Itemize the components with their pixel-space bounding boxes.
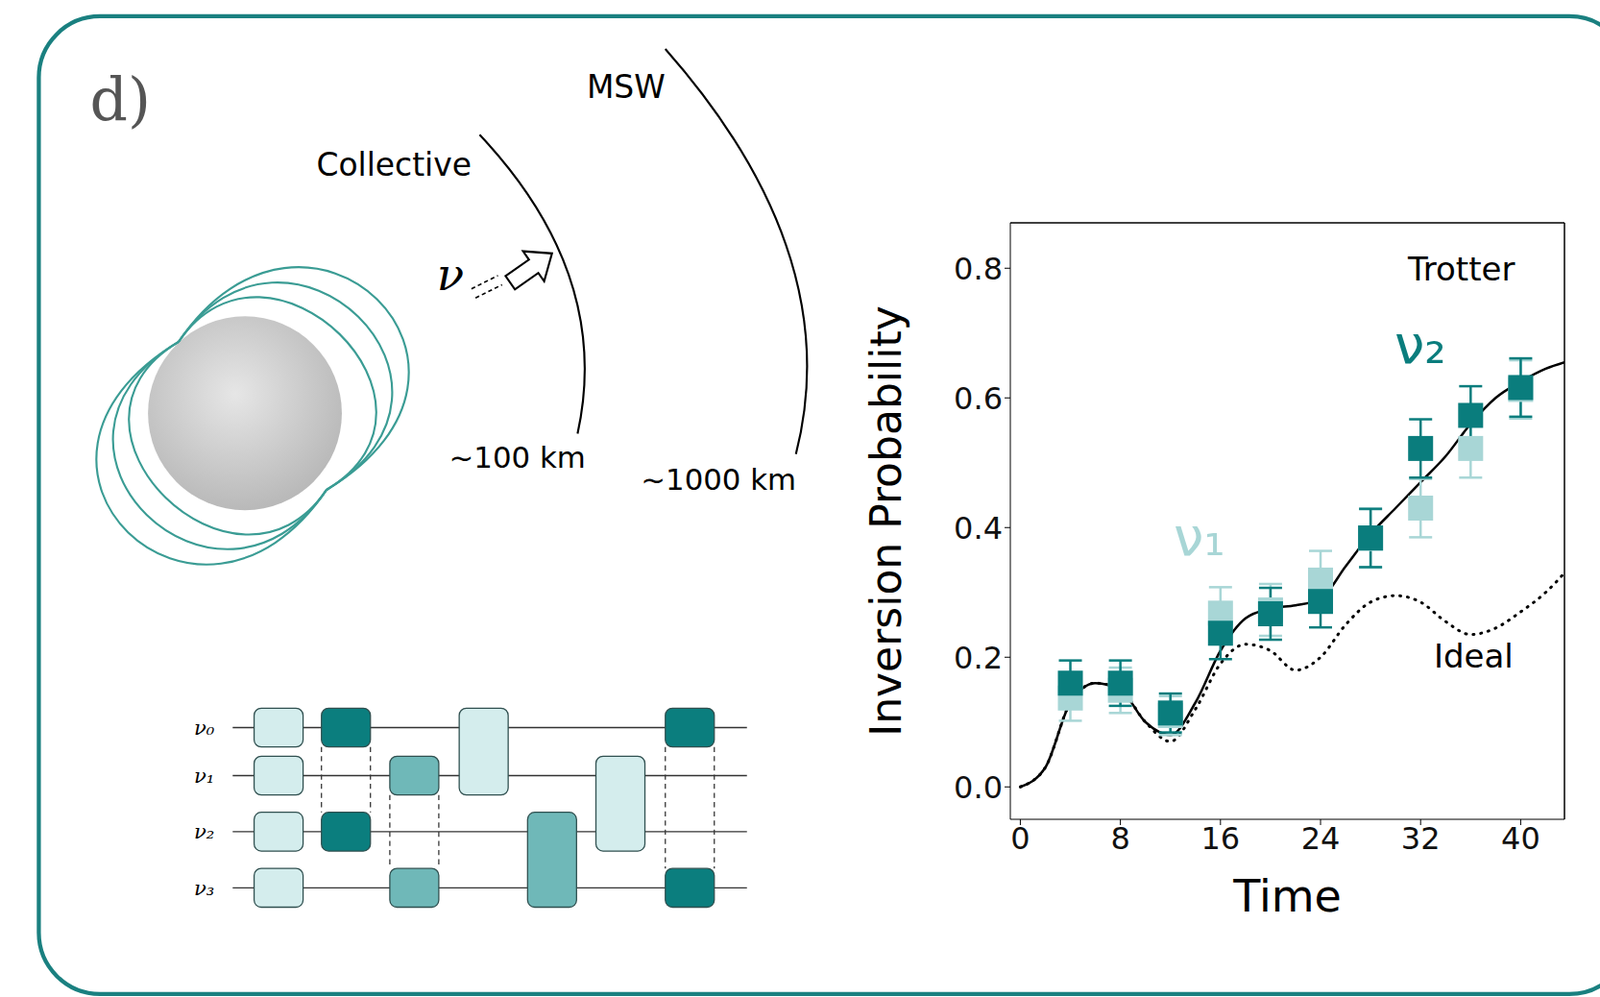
svg-text:Collective: Collective <box>315 145 472 184</box>
svg-text:ν₀: ν₀ <box>193 715 216 740</box>
svg-text:~100 km: ~100 km <box>449 439 586 475</box>
svg-text:0.0: 0.0 <box>953 769 1003 806</box>
svg-text:ν₂: ν₂ <box>193 819 215 844</box>
html-text:ν₁: ν₁ <box>1173 505 1226 568</box>
svg-text:MSW: MSW <box>586 68 666 106</box>
svg-text:Inversion Probability: Inversion Probability <box>861 305 911 737</box>
svg-text:ν₁: ν₁ <box>193 763 215 788</box>
html-text:Ideal: Ideal <box>1433 636 1514 676</box>
svg-text:Time: Time <box>1232 870 1342 922</box>
svg-text:0.8: 0.8 <box>953 250 1003 288</box>
svg-text:ν₃: ν₃ <box>193 875 215 900</box>
svg-text:16: 16 <box>1200 820 1240 857</box>
html-text:ν₂: ν₂ <box>1394 313 1447 376</box>
svg-text:0.6: 0.6 <box>953 380 1003 417</box>
svg-text:8: 8 <box>1110 820 1130 857</box>
svg-text:24: 24 <box>1301 820 1341 857</box>
svg-text:ν: ν <box>436 248 464 301</box>
svg-text:d): d) <box>90 65 151 135</box>
svg-text:0.4: 0.4 <box>953 509 1003 547</box>
svg-text:40: 40 <box>1501 820 1541 857</box>
svg-text:0: 0 <box>1010 820 1030 857</box>
html-text:Trotter: Trotter <box>1407 249 1515 289</box>
svg-text:32: 32 <box>1401 820 1441 857</box>
svg-text:~1000 km: ~1000 km <box>640 461 797 497</box>
svg-text:0.2: 0.2 <box>953 639 1003 677</box>
